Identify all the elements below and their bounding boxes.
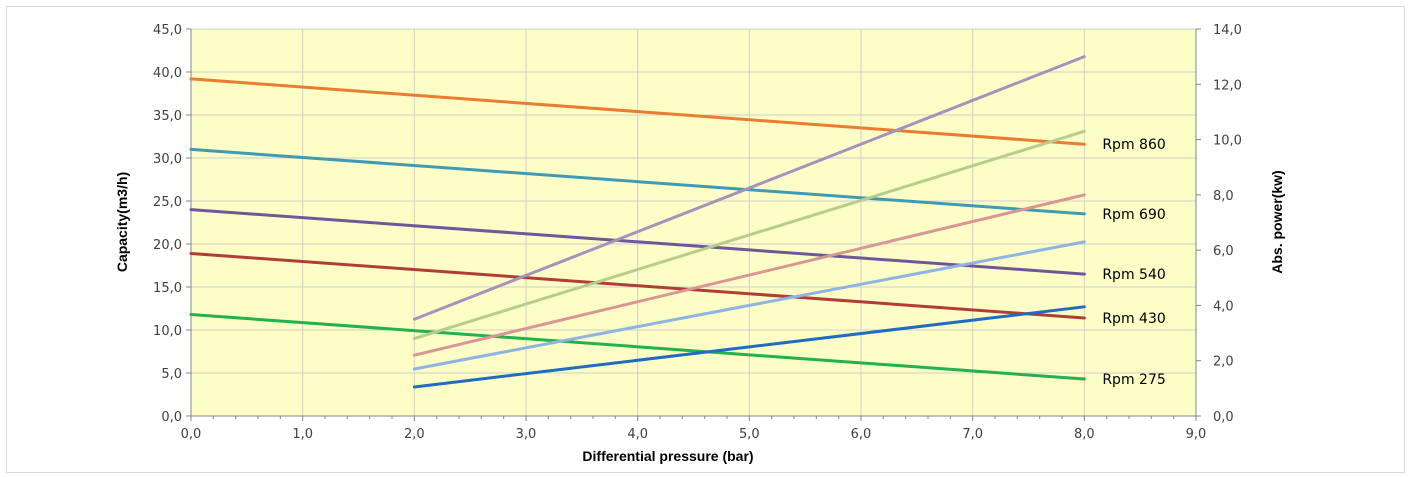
- y2-tick-label: 8,0: [1213, 189, 1234, 204]
- y-tick-label: 45,0: [153, 23, 182, 38]
- y2-tick-label: 0,0: [1213, 410, 1234, 425]
- y-tick-label: 0,0: [161, 410, 182, 425]
- capacity-line: [189, 147, 1086, 216]
- plot-area: [191, 29, 1196, 416]
- power-line: [412, 129, 1086, 341]
- grid: [191, 28, 1196, 416]
- power-line: [412, 305, 1086, 389]
- y2-tick-label: 2,0: [1213, 355, 1234, 370]
- series-label: Rpm 540: [1102, 267, 1165, 283]
- series-label: Rpm 690: [1102, 207, 1165, 223]
- y-tick-label: 20,0: [153, 238, 182, 253]
- x-tick-label: 4,0: [627, 427, 648, 442]
- x-tick-label: 1,0: [292, 427, 313, 442]
- y2-tick-label: 6,0: [1213, 244, 1234, 259]
- x-tick-label: 0,0: [181, 427, 202, 442]
- y-tick-label: 40,0: [153, 66, 182, 81]
- y2-tick-label: 12,0: [1213, 78, 1242, 93]
- x-tick-label: 3,0: [516, 427, 537, 442]
- power-line: [412, 193, 1086, 357]
- y-tick-label: 10,0: [153, 324, 182, 339]
- x-tick-label: 2,0: [404, 427, 425, 442]
- capacity-line: [189, 77, 1086, 146]
- series-label: Rpm 860: [1102, 137, 1165, 153]
- axes: [186, 28, 1201, 421]
- power-line: [412, 55, 1086, 321]
- y-tick-label: 5,0: [161, 367, 182, 382]
- capacity-line: [189, 208, 1086, 276]
- x-tick-label: 6,0: [851, 427, 872, 442]
- x-tick-label: 7,0: [962, 427, 983, 442]
- y2-tick-label: 4,0: [1213, 299, 1234, 314]
- y-tick-label: 15,0: [153, 281, 182, 296]
- series-label: Rpm 275: [1102, 372, 1165, 388]
- x-tick-label: 8,0: [1074, 427, 1095, 442]
- y-tick-label: 25,0: [153, 195, 182, 210]
- capacity-line: [189, 251, 1086, 320]
- y2-axis-title: Abs. power(kw): [1269, 170, 1285, 273]
- series-lines: [189, 55, 1086, 389]
- y-tick-label: 35,0: [153, 109, 182, 124]
- tick-labels: 0,0 1,0 2,0 3,0 4,0 5,0 6,0 7,0 8,0 9,0 0,0 5,0 10,0…: [153, 23, 1242, 442]
- x-tick-label: 9,0: [1186, 427, 1207, 442]
- y2-tick-label: 14,0: [1213, 23, 1242, 38]
- y-axis-title: Capacity(m3/h): [114, 172, 130, 272]
- y2-tick-label: 10,0: [1213, 134, 1242, 149]
- power-line: [412, 240, 1086, 371]
- series-label: Rpm 430: [1102, 311, 1165, 327]
- x-tick-label: 5,0: [739, 427, 760, 442]
- capacity-line: [189, 313, 1086, 381]
- y-tick-label: 30,0: [153, 152, 182, 167]
- x-axis-title: Differential pressure (bar): [582, 448, 753, 464]
